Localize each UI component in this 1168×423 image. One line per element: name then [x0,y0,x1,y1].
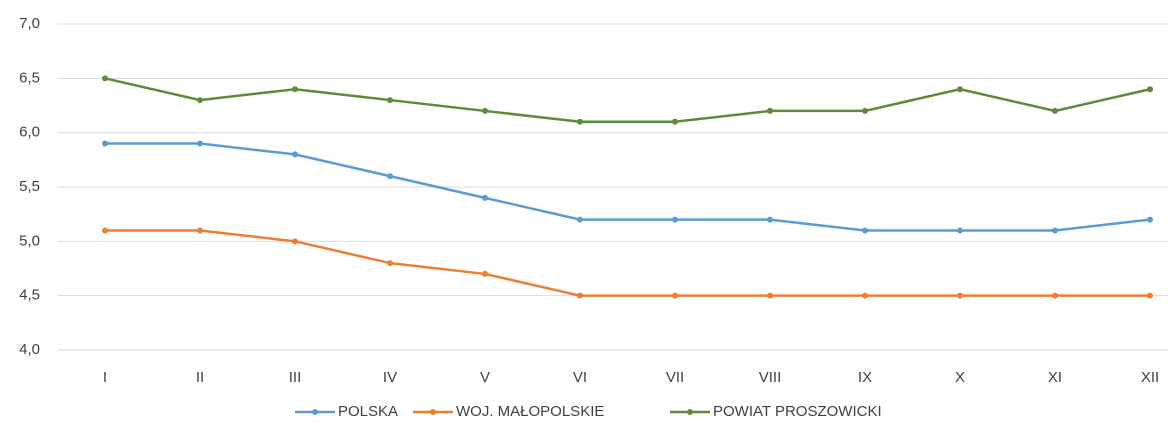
data-point [482,270,488,277]
y-tick-label: 4,5 [19,287,40,304]
data-point [102,227,108,234]
data-point [957,86,963,93]
data-point [1147,292,1153,299]
y-tick-label: 6,5 [19,69,40,86]
x-tick-label: XI [1048,369,1062,386]
data-point [482,107,488,114]
x-tick-label: VII [666,369,684,386]
data-point [767,107,773,114]
data-point [292,86,298,93]
x-tick-label: VI [573,369,587,386]
data-point [197,140,203,147]
data-point [862,107,868,114]
x-tick-label: X [955,369,965,386]
data-point [957,227,963,234]
data-point [672,292,678,299]
legend-label: POLSKA [338,403,398,420]
y-tick-label: 6,0 [19,124,40,141]
data-point [672,118,678,125]
data-point [387,97,393,104]
legend-label: POWIAT PROSZOWICKI [713,403,882,420]
data-point [577,292,583,299]
data-point [197,97,203,104]
x-tick-label: III [289,369,302,386]
data-point [1052,107,1058,114]
data-point [292,151,298,158]
data-point [672,216,678,223]
legend-marker [687,409,693,415]
series-line [104,77,1151,124]
data-point [862,227,868,234]
series-line [105,142,1151,232]
data-point [292,238,298,245]
data-point [1052,227,1058,234]
x-tick-label: II [196,369,204,386]
data-point [767,216,773,223]
data-point [102,140,108,147]
data-point [102,75,108,82]
data-point [957,292,963,299]
data-point [1147,216,1153,223]
x-tick-label: IV [383,369,397,386]
data-point [197,227,203,234]
y-tick-label: 4,0 [19,341,40,358]
data-point [862,292,868,299]
data-point [1147,86,1153,93]
y-tick-label: 5,0 [19,232,40,249]
series-line [105,229,1150,297]
data-point [767,292,773,299]
x-tick-label: VIII [759,369,782,386]
legend-label: WOJ. MAŁOPOLSKIE [456,403,604,420]
x-tick-label: V [480,369,490,386]
data-point [1052,292,1058,299]
x-tick-label: XII [1141,369,1159,386]
legend-marker [430,409,436,415]
data-point [387,173,393,180]
data-point [482,194,488,201]
y-tick-label: 5,5 [19,178,40,195]
legend-marker [312,409,318,415]
y-tick-label: 7,0 [19,15,40,32]
x-tick-label: I [103,369,107,386]
data-point [577,216,583,223]
data-point [577,118,583,125]
data-point [387,260,393,267]
x-tick-label: IX [858,369,872,386]
